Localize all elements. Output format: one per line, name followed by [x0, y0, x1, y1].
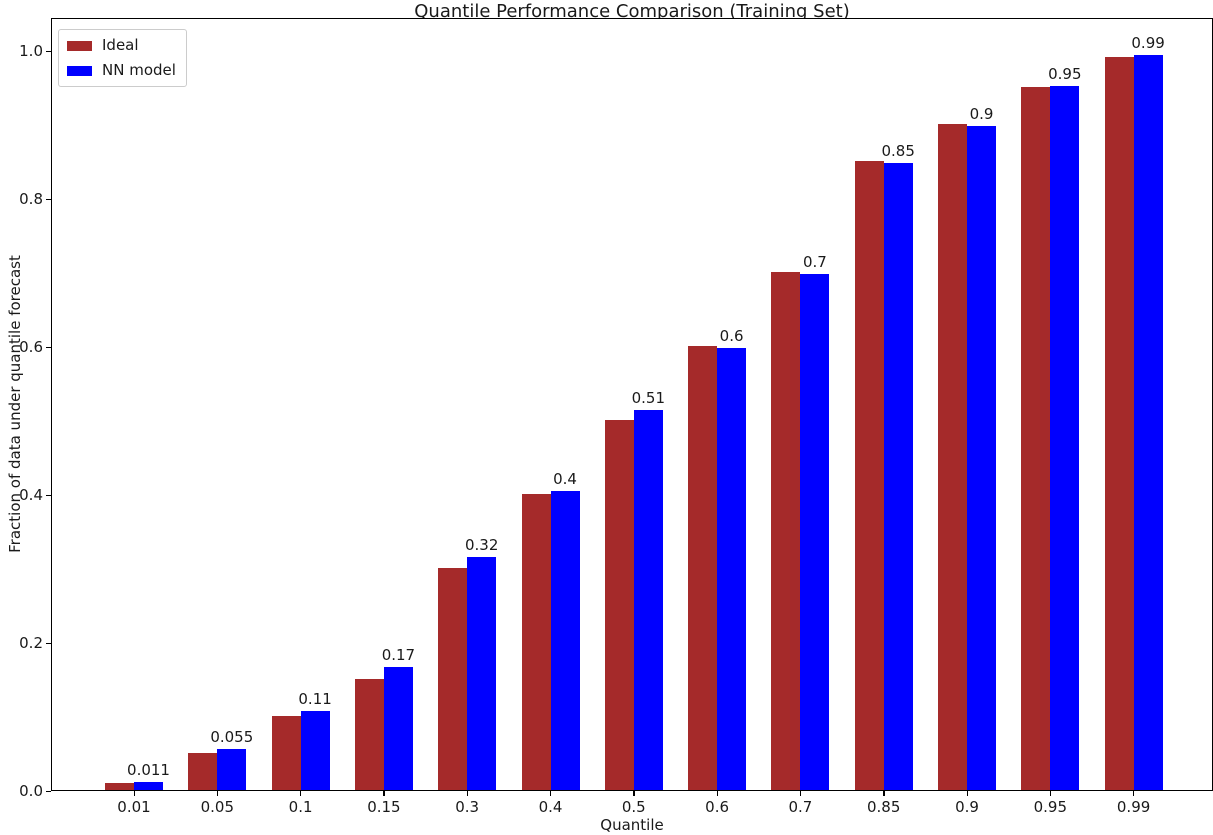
y-axis-label: Fraction of data under quantile forecast — [6, 255, 24, 553]
x-tick-mark — [716, 791, 718, 796]
x-tick-label: 0.05 — [200, 798, 234, 816]
legend-label: NN model — [102, 61, 176, 79]
y-tick-mark — [46, 494, 51, 496]
legend-entry: Ideal — [67, 37, 176, 54]
bar-ideal-0.95 — [1021, 87, 1051, 790]
bar-value-label: 0.85 — [881, 142, 915, 161]
x-tick-label: 0.9 — [955, 798, 979, 816]
bar-ideal-0.7 — [771, 272, 801, 790]
x-tick-mark — [383, 791, 385, 796]
x-tick-mark — [966, 791, 968, 796]
x-tick-label: 0.95 — [1033, 798, 1067, 816]
bar-nn-model-0.6 — [717, 348, 747, 790]
bar-value-label: 0.4 — [553, 470, 577, 489]
bar-nn-model-0.95 — [1050, 86, 1080, 790]
bar-ideal-0.9 — [938, 124, 967, 790]
y-tick-mark — [46, 50, 51, 52]
bar-value-label: 0.99 — [1131, 34, 1165, 53]
bar-value-label: 0.32 — [464, 535, 499, 554]
x-tick-label: 0.4 — [538, 798, 563, 816]
y-tick-label: 0.8 — [19, 189, 43, 208]
bar-nn-model-0.5 — [633, 410, 663, 790]
x-tick-mark — [883, 791, 885, 796]
legend-label: Ideal — [102, 36, 139, 54]
x-tick-label: 0.3 — [455, 798, 480, 816]
bar-ideal-0.15 — [354, 679, 384, 790]
bar-value-label: 0.17 — [381, 646, 416, 665]
x-tick-mark — [466, 791, 469, 796]
x-tick-label: 0.85 — [866, 798, 901, 816]
x-axis-label: Quantile — [600, 816, 664, 834]
bar-nn-model-0.15 — [383, 667, 413, 790]
x-tick-label: 0.99 — [1116, 798, 1151, 816]
bar-nn-model-0.4 — [550, 491, 580, 790]
y-tick-mark — [46, 198, 51, 200]
bar-value-label: 0.11 — [298, 689, 332, 708]
bar-ideal-0.4 — [521, 494, 551, 790]
x-tick-mark — [1133, 791, 1135, 796]
legend: Ideal NN model — [58, 29, 187, 87]
bar-nn-model-0.9 — [967, 126, 996, 790]
bar-value-label: 0.9 — [969, 105, 994, 124]
legend-entry: NN model — [67, 62, 176, 79]
bar-ideal-0.05 — [188, 753, 218, 790]
x-tick-label: 0.15 — [367, 798, 401, 816]
bar-value-label: 0.055 — [210, 728, 254, 747]
y-tick-label: 1.0 — [19, 41, 43, 60]
bar-nn-model-0.1 — [300, 710, 330, 790]
bar-ideal-0.1 — [271, 716, 301, 790]
x-tick-mark — [550, 791, 552, 796]
bar-value-label: 0.011 — [127, 760, 170, 779]
bar-ideal-0.3 — [438, 568, 468, 790]
bar-ideal-0.6 — [688, 346, 718, 790]
x-tick-mark — [1049, 791, 1052, 796]
x-tick-mark — [300, 791, 302, 796]
x-tick-mark — [799, 791, 802, 796]
bar-ideal-0.99 — [1104, 57, 1134, 790]
x-tick-mark — [133, 791, 135, 796]
bar-ideal-0.85 — [854, 161, 884, 790]
y-tick-label: 0.6 — [19, 337, 43, 356]
chart-title: Quantile Performance Comparison (Trainin… — [414, 1, 850, 22]
plot-area: 0.011 0.055 0.11 0.17 0.32 0.4 0.51 0.6 0.7 0.85 0… — [51, 18, 1213, 791]
x-tick-label: 0.1 — [288, 798, 313, 816]
bar-nn-model-0.01 — [134, 781, 163, 790]
x-tick-label: 0.7 — [788, 798, 813, 816]
bar-ideal-0.01 — [105, 782, 134, 790]
legend-swatch-ideal — [67, 40, 92, 51]
bar-nn-model-0.3 — [467, 556, 497, 790]
bar-value-label: 0.95 — [1048, 65, 1082, 84]
x-tick-label: 0.01 — [117, 798, 151, 816]
bar-nn-model-0.05 — [217, 749, 247, 790]
y-tick-label: 0.0 — [19, 781, 43, 800]
y-tick-mark — [46, 790, 51, 792]
bar-value-label: 0.51 — [631, 389, 665, 408]
x-tick-mark — [633, 791, 635, 796]
y-tick-mark — [46, 642, 51, 644]
bar-ideal-0.5 — [604, 420, 634, 790]
bar-value-label: 0.6 — [719, 327, 744, 346]
x-tick-mark — [216, 791, 219, 796]
bar-nn-model-0.7 — [800, 274, 830, 790]
x-tick-label: 0.5 — [621, 798, 646, 816]
bar-nn-model-0.99 — [1133, 55, 1163, 790]
bar-value-label: 0.7 — [802, 253, 827, 272]
y-tick-label: 0.2 — [19, 633, 43, 652]
bar-nn-model-0.85 — [883, 163, 913, 790]
y-tick-mark — [46, 346, 51, 348]
legend-swatch-nn-model — [67, 65, 92, 76]
x-tick-label: 0.6 — [705, 798, 730, 816]
y-tick-label: 0.4 — [19, 485, 43, 504]
